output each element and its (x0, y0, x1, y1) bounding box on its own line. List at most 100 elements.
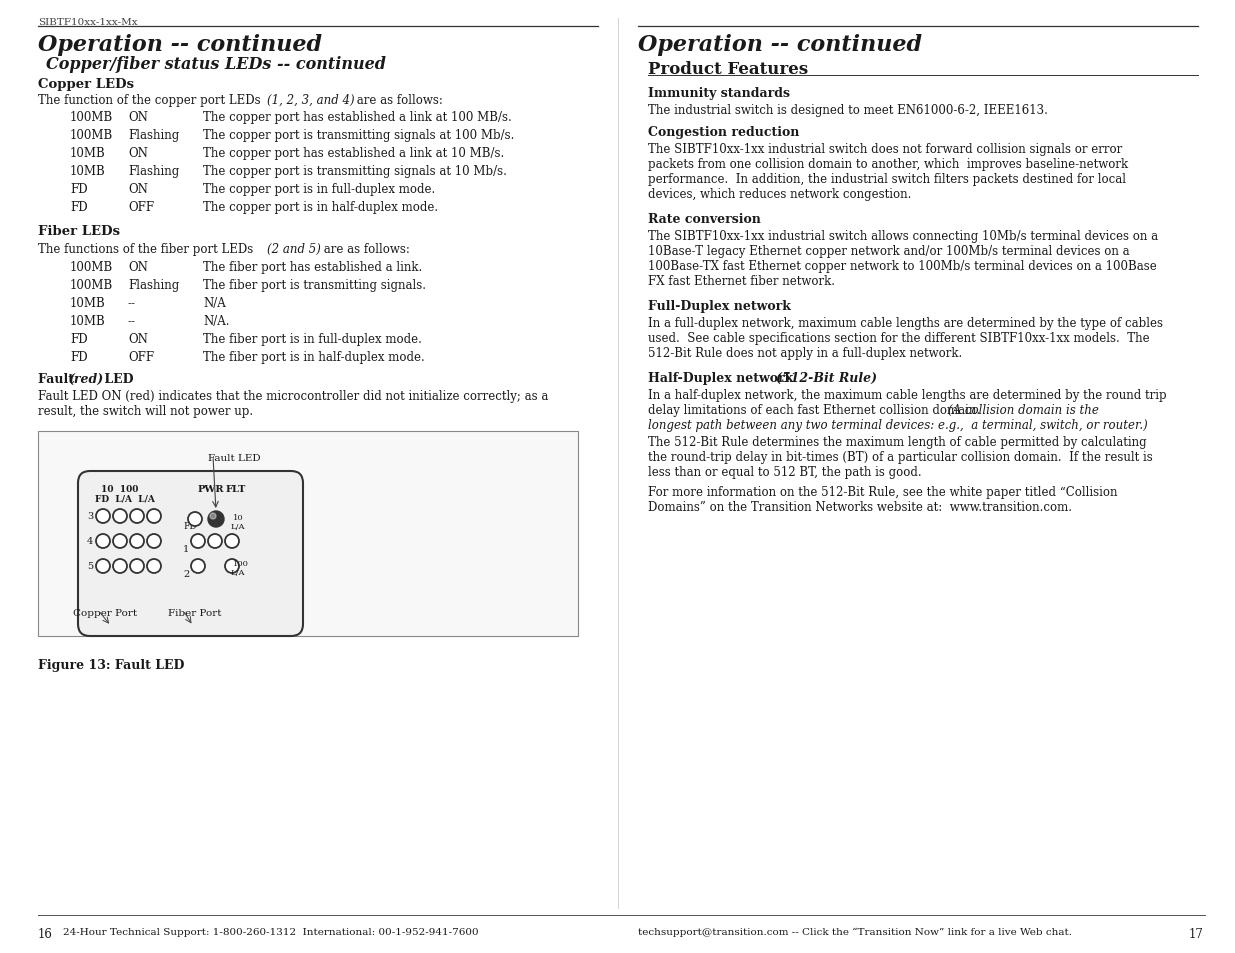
Text: L/A: L/A (231, 568, 246, 577)
Text: devices, which reduces network congestion.: devices, which reduces network congestio… (648, 188, 911, 201)
Circle shape (96, 510, 110, 523)
Text: The copper port is in half-duplex mode.: The copper port is in half-duplex mode. (203, 201, 438, 213)
Text: Fiber LEDs: Fiber LEDs (38, 225, 120, 237)
Text: FD: FD (183, 521, 196, 531)
Text: (red): (red) (68, 373, 104, 386)
Text: Immunity standards: Immunity standards (648, 87, 790, 100)
Circle shape (96, 559, 110, 574)
Text: 5: 5 (86, 561, 93, 571)
Text: 100MB: 100MB (70, 278, 114, 292)
Text: OFF: OFF (128, 351, 154, 364)
Text: The SIBTF10xx-1xx industrial switch does not forward collision signals or error: The SIBTF10xx-1xx industrial switch does… (648, 143, 1123, 156)
Text: 17: 17 (1188, 927, 1203, 940)
Text: Fiber Port: Fiber Port (168, 608, 221, 618)
Text: Rate conversion: Rate conversion (648, 213, 761, 226)
Text: The industrial switch is designed to meet EN61000-6-2, IEEE1613.: The industrial switch is designed to mee… (648, 104, 1047, 117)
Text: (A collision domain is the: (A collision domain is the (948, 403, 1099, 416)
Text: techsupport@transition.com -- Click the “Transition Now” link for a live Web cha: techsupport@transition.com -- Click the … (638, 927, 1072, 937)
Text: Flashing: Flashing (128, 129, 179, 142)
Text: 2: 2 (183, 569, 189, 578)
Text: FD: FD (70, 351, 88, 364)
Text: The copper port is transmitting signals at 100 Mb/s.: The copper port is transmitting signals … (203, 129, 514, 142)
Text: FD: FD (70, 201, 88, 213)
Text: LED: LED (100, 373, 133, 386)
Circle shape (147, 559, 161, 574)
Circle shape (112, 559, 127, 574)
Text: 16: 16 (38, 927, 53, 940)
Text: the round-trip delay in bit-times (BT) of a particular collision domain.  If the: the round-trip delay in bit-times (BT) o… (648, 451, 1152, 463)
Text: 10MB: 10MB (70, 165, 106, 178)
Text: FX fast Ethernet fiber network.: FX fast Ethernet fiber network. (648, 274, 835, 288)
Text: Fault: Fault (38, 373, 78, 386)
Text: 512-Bit Rule does not apply in a full-duplex network.: 512-Bit Rule does not apply in a full-du… (648, 347, 962, 359)
Circle shape (130, 535, 144, 548)
Circle shape (147, 535, 161, 548)
Text: 100: 100 (233, 559, 249, 567)
Text: ON: ON (128, 333, 148, 346)
Text: In a half-duplex network, the maximum cable lengths are determined by the round : In a half-duplex network, the maximum ca… (648, 389, 1167, 401)
Text: Full-Duplex network: Full-Duplex network (648, 299, 790, 313)
Text: The fiber port is transmitting signals.: The fiber port is transmitting signals. (203, 278, 426, 292)
Text: 100Base-TX fast Ethernet copper network to 100Mb/s terminal devices on a 100Base: 100Base-TX fast Ethernet copper network … (648, 260, 1157, 273)
Text: used.  See cable specifications section for the different SIBTF10xx-1xx models. : used. See cable specifications section f… (648, 332, 1150, 345)
Circle shape (191, 535, 205, 548)
Text: result, the switch will not power up.: result, the switch will not power up. (38, 405, 253, 417)
Text: 10MB: 10MB (70, 147, 106, 160)
Text: 100MB: 100MB (70, 111, 114, 124)
Text: ON: ON (128, 111, 148, 124)
Text: packets from one collision domain to another, which  improves baseline-network: packets from one collision domain to ano… (648, 158, 1128, 171)
Text: OFF: OFF (128, 201, 154, 213)
Circle shape (130, 510, 144, 523)
Text: Domains” on the Transition Networks website at:  www.transition.com.: Domains” on the Transition Networks webs… (648, 500, 1072, 514)
Text: are as follows:: are as follows: (353, 94, 443, 107)
Text: performance.  In addition, the industrial switch filters packets destined for lo: performance. In addition, the industrial… (648, 172, 1126, 186)
Circle shape (207, 512, 224, 527)
Circle shape (147, 510, 161, 523)
Text: The 512-Bit Rule determines the maximum length of cable permitted by calculating: The 512-Bit Rule determines the maximum … (648, 436, 1146, 449)
Text: Congestion reduction: Congestion reduction (648, 126, 799, 139)
Text: delay limitations of each fast Ethernet collision domain.: delay limitations of each fast Ethernet … (648, 403, 988, 416)
Text: The copper port is transmitting signals at 10 Mb/s.: The copper port is transmitting signals … (203, 165, 506, 178)
Text: Copper/fiber status LEDs -- continued: Copper/fiber status LEDs -- continued (46, 56, 387, 73)
Circle shape (210, 514, 216, 519)
Text: The functions of the fiber port LEDs: The functions of the fiber port LEDs (38, 243, 257, 255)
Text: Figure 13: Fault LED: Figure 13: Fault LED (38, 659, 184, 671)
Text: 4: 4 (86, 537, 94, 545)
Circle shape (130, 559, 144, 574)
Text: (2 and 5): (2 and 5) (267, 243, 321, 255)
Text: 3: 3 (86, 512, 94, 520)
Text: The SIBTF10xx-1xx industrial switch allows connecting 10Mb/s terminal devices on: The SIBTF10xx-1xx industrial switch allo… (648, 230, 1158, 243)
Text: --: -- (128, 296, 136, 310)
Circle shape (225, 535, 240, 548)
Text: The copper port has established a link at 100 MB/s.: The copper port has established a link a… (203, 111, 511, 124)
Circle shape (188, 513, 203, 526)
FancyBboxPatch shape (78, 472, 303, 637)
Text: Flashing: Flashing (128, 278, 179, 292)
Text: The function of the copper port LEDs: The function of the copper port LEDs (38, 94, 264, 107)
Text: less than or equal to 512 BT, the path is good.: less than or equal to 512 BT, the path i… (648, 465, 921, 478)
Text: Fault LED ON (red) indicates that the microcontroller did not initialize correct: Fault LED ON (red) indicates that the mi… (38, 390, 548, 402)
Text: The fiber port has established a link.: The fiber port has established a link. (203, 261, 422, 274)
Text: 10Base-T legacy Ethernet copper network and/or 100Mb/s terminal devices on a: 10Base-T legacy Ethernet copper network … (648, 245, 1130, 257)
Circle shape (225, 559, 240, 574)
Text: L/A: L/A (231, 522, 246, 531)
Text: For more information on the 512-Bit Rule, see the white paper titled “Collision: For more information on the 512-Bit Rule… (648, 485, 1118, 498)
Text: The fiber port is in half-duplex mode.: The fiber port is in half-duplex mode. (203, 351, 425, 364)
Text: 1: 1 (183, 544, 189, 554)
Text: --: -- (128, 314, 136, 328)
Text: FD: FD (70, 333, 88, 346)
Text: are as follows:: are as follows: (320, 243, 410, 255)
Text: N/A: N/A (203, 296, 226, 310)
Bar (38, 432, 578, 637)
Text: 24-Hour Technical Support: 1-800-260-1312  International: 00-1-952-941-7600: 24-Hour Technical Support: 1-800-260-131… (63, 927, 479, 936)
Text: 10MB: 10MB (70, 296, 106, 310)
Text: 10: 10 (233, 514, 243, 521)
Text: 10MB: 10MB (70, 314, 106, 328)
Text: Fault LED: Fault LED (207, 454, 261, 462)
Text: 10  100: 10 100 (101, 484, 138, 494)
Text: (512-Bit Rule): (512-Bit Rule) (776, 372, 877, 385)
Circle shape (96, 535, 110, 548)
Text: Operation -- continued: Operation -- continued (38, 34, 322, 56)
Text: PWR: PWR (198, 484, 225, 494)
Text: FD: FD (70, 183, 88, 195)
